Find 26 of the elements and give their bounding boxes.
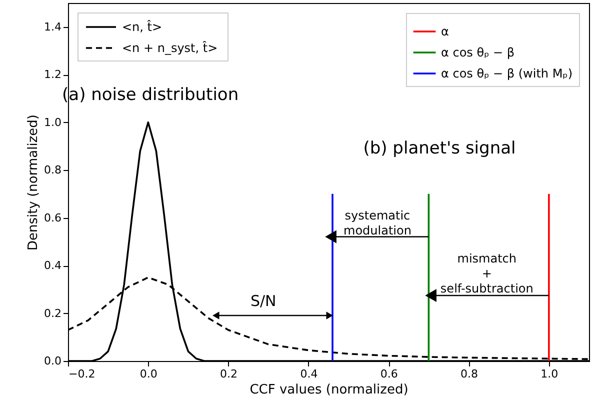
x-axis-title: CCF values (normalized)	[250, 382, 408, 398]
x-tick-label: 1.0	[540, 368, 558, 380]
y-tick-label: 0.8	[44, 164, 62, 177]
y-tick-label: 0.4	[44, 259, 62, 272]
legend-label: α	[441, 24, 449, 38]
y-tick-label: 0.0	[44, 354, 62, 368]
y-axis-title: Density (normalized)	[26, 114, 42, 250]
y-tick-label: 0.2	[44, 306, 62, 320]
x-tick-label: 0.6	[380, 368, 398, 380]
x-tick-label: 0.0	[140, 368, 158, 380]
legend-label: α cos θₚ − β (with Mₚ)	[441, 66, 572, 80]
annotation: S/N	[250, 292, 276, 310]
legend-label: α cos θₚ − β	[441, 46, 515, 60]
annotation: systematic modulation	[344, 208, 412, 238]
x-tick-label: 0.4	[300, 368, 318, 380]
legend-label: <n + n_syst, t̂>	[122, 40, 218, 55]
annotation: (b) planet's signal	[363, 138, 516, 159]
annotation: mismatch + self-subtraction	[440, 251, 534, 296]
x-tick-label: −0.2	[68, 368, 96, 380]
y-tick-label: 1.0	[44, 116, 62, 129]
y-tick-label: 1.4	[44, 20, 62, 34]
x-tick-label: 0.2	[220, 368, 238, 380]
y-tick-label: 1.2	[44, 68, 62, 82]
legend-label: <n, t̂>	[122, 20, 162, 34]
x-tick-label: 0.8	[460, 368, 478, 380]
y-tick-label: 0.6	[44, 211, 62, 224]
